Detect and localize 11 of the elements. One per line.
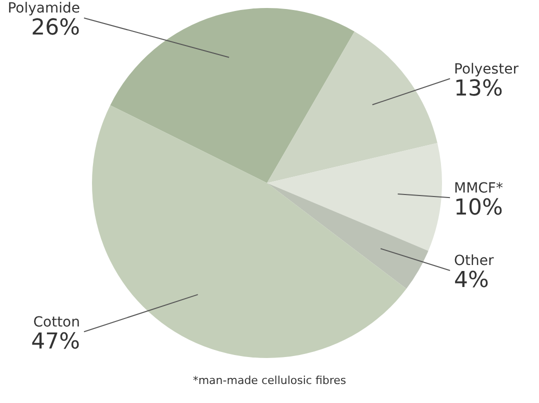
slice-label: Polyester	[454, 61, 519, 78]
slice-label: MMCF*	[454, 180, 503, 196]
data-label: 13%	[454, 76, 503, 102]
data-label: 26%	[31, 16, 80, 41]
data-label: 4%	[454, 268, 489, 294]
slice-label: Other	[454, 253, 494, 270]
data-label: 47%	[31, 329, 80, 354]
slice-label: Cotton	[33, 314, 80, 330]
data-label: 10%	[454, 195, 503, 220]
text: *man-made cellulosic fibres	[192, 374, 348, 387]
slice-label: Polyamide	[8, 0, 80, 17]
